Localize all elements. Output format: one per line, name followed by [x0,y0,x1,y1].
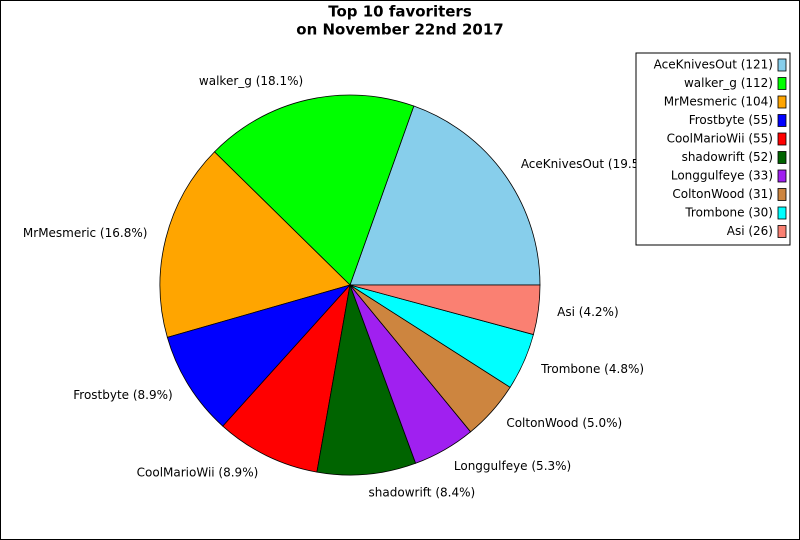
legend-box [635,52,791,246]
legend-label: Longgulfeye (33) [671,169,773,183]
slice-label: ColtonWood (5.0%) [506,416,622,430]
pie-slice [316,283,417,476]
legend-swatch [777,95,787,109]
slice-label: shadowrift (8.4%) [369,486,476,500]
legend-swatch [777,188,787,201]
pie-slice [349,284,541,336]
chart-subtitle: on November 22nd 2017 [296,21,503,39]
legend-swatch [777,114,787,127]
legend-label: Asi (26) [727,224,773,238]
legend-label: shadowrift (52) [682,150,773,164]
chart-title: Top 10 favoriters [328,3,472,21]
slice-label: CoolMarioWii (8.9%) [137,465,259,479]
slice-label: MrMesmeric (16.8%) [23,226,148,240]
slice-label: Longgulfeye (5.3%) [454,459,571,473]
pie-slice [166,284,352,427]
legend-swatch [777,169,787,183]
pie-slice [159,151,351,338]
legend-label: walker_g (112) [684,76,773,90]
legend-label: AceKnivesOut (121) [654,58,773,72]
slice-label: Asi (4.2%) [557,305,618,319]
legend-swatch [777,225,787,238]
legend-swatch [777,151,787,164]
pie-slice [213,94,415,286]
legend-label: MrMesmeric (104) [664,95,773,109]
pie-slice [222,283,351,473]
legend-swatch [777,77,787,90]
legend-label: ColtonWood (31) [672,187,773,201]
slice-label: Trombone (4.8%) [540,362,644,376]
slice-label: walker_g (18.1%) [199,74,303,88]
slice-label: Frostbyte (8.9%) [73,388,172,402]
legend-swatch [777,58,787,72]
legend-label: Frostbyte (55) [689,113,773,127]
legend-label: CoolMarioWii (55) [667,132,773,146]
legend-label: Trombone (30) [684,206,773,220]
pie-slice [349,105,541,286]
slice-label: AceKnivesOut (19.5%) [521,157,656,171]
legend-swatch [777,206,787,220]
legend-swatch [777,132,787,146]
